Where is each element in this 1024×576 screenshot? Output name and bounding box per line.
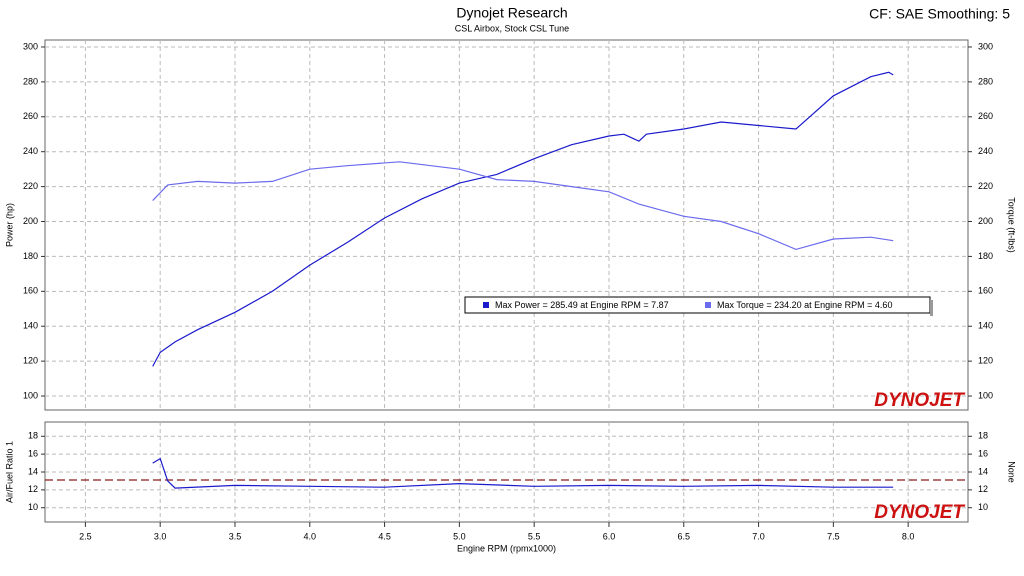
y2-tick-label: 16 xyxy=(978,449,988,459)
legend-marker xyxy=(483,302,489,308)
y-tick-label: 12 xyxy=(28,484,38,494)
y-tick-label: 16 xyxy=(28,449,38,459)
x-tick-label: 6.5 xyxy=(678,531,691,541)
annotation: CF: SAE Smoothing: 5 xyxy=(869,6,1010,22)
legend-label: Max Power = 285.49 at Engine RPM = 7.87 xyxy=(495,300,669,310)
x-tick-label: 3.5 xyxy=(229,531,242,541)
x-tick-label: 2.5 xyxy=(79,531,92,541)
y2-tick-label: 160 xyxy=(978,286,993,296)
x-tick-label: 4.5 xyxy=(378,531,391,541)
y2-tick-label: 120 xyxy=(978,356,993,366)
series-line xyxy=(152,161,894,251)
y2-tick-label: 200 xyxy=(978,216,993,226)
x-tick-label: 6.0 xyxy=(603,531,616,541)
y-tick-label: 240 xyxy=(23,146,38,156)
y-tick-label: 260 xyxy=(23,111,38,121)
y-tick-label: 200 xyxy=(23,216,38,226)
y2-tick-label: 140 xyxy=(978,321,993,331)
x-tick-label: 3.0 xyxy=(154,531,167,541)
x-tick-label: 7.5 xyxy=(827,531,840,541)
y2-axis-label: None xyxy=(1007,461,1017,483)
plot-area xyxy=(44,39,969,411)
x-tick-label: 4.0 xyxy=(304,531,317,541)
x-tick-label: 5.0 xyxy=(453,531,466,541)
y2-tick-label: 300 xyxy=(978,41,993,51)
y-tick-label: 100 xyxy=(23,390,38,400)
x-tick-label: 5.5 xyxy=(528,531,541,541)
y-tick-label: 120 xyxy=(23,356,38,366)
y2-tick-label: 240 xyxy=(978,146,993,156)
y2-tick-label: 100 xyxy=(978,390,993,400)
x-tick-label: 8.0 xyxy=(902,531,915,541)
y-tick-label: 18 xyxy=(28,431,38,441)
y2-tick-label: 18 xyxy=(978,431,988,441)
legend-label: Max Torque = 234.20 at Engine RPM = 4.60 xyxy=(717,300,892,310)
y-tick-label: 280 xyxy=(23,76,38,86)
y-tick-label: 14 xyxy=(28,466,38,476)
y2-tick-label: 14 xyxy=(978,466,988,476)
y-axis-label: Air/Fuel Ratio 1 xyxy=(4,441,14,503)
y-tick-label: 160 xyxy=(23,286,38,296)
y-axis-label: Power (hp) xyxy=(4,203,14,247)
legend-marker xyxy=(705,302,711,308)
plot-area xyxy=(44,421,969,523)
subtitle: CSL Airbox, Stock CSL Tune xyxy=(455,23,569,33)
y2-tick-label: 180 xyxy=(978,251,993,261)
y-tick-label: 180 xyxy=(23,251,38,261)
y-tick-label: 140 xyxy=(23,321,38,331)
y2-tick-label: 220 xyxy=(978,181,993,191)
x-tick-label: 7.0 xyxy=(752,531,765,541)
y-tick-label: 300 xyxy=(23,41,38,51)
y2-tick-label: 10 xyxy=(978,502,988,512)
y2-tick-label: 12 xyxy=(978,484,988,494)
legend-shadow xyxy=(930,300,933,316)
y2-tick-label: 280 xyxy=(978,76,993,86)
logo: DYNOJET xyxy=(874,502,965,523)
y-tick-label: 10 xyxy=(28,502,38,512)
y2-axis-label: Torque (ft-lbs) xyxy=(1007,197,1017,253)
title: Dynojet Research xyxy=(456,5,567,21)
x-axis-label: Engine RPM (rpmx1000) xyxy=(457,543,556,553)
y2-tick-label: 260 xyxy=(978,111,993,121)
y-tick-label: 220 xyxy=(23,181,38,191)
logo: DYNOJET xyxy=(874,390,965,411)
series-line xyxy=(152,71,894,367)
series-line xyxy=(152,457,894,489)
